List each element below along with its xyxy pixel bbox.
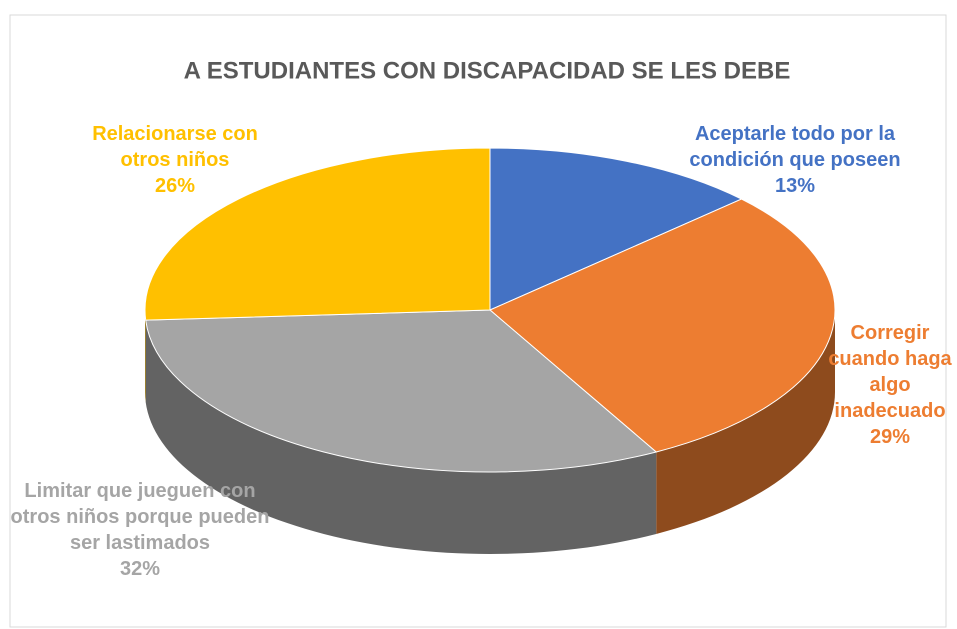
data-label: Corregir cuando haga algo inadecuado 29% bbox=[815, 320, 957, 450]
slice bbox=[145, 309, 658, 473]
slice bbox=[489, 147, 743, 311]
category-label: Limitar que jueguen con otros niños porq… bbox=[10, 480, 270, 554]
data-label: Aceptarle todo por la condición que pose… bbox=[665, 121, 925, 199]
slice-side bbox=[656, 310, 835, 534]
value-label: 13% bbox=[774, 175, 816, 197]
category-label: Relacionarse con otros niños bbox=[92, 123, 258, 171]
value-label: 26% bbox=[154, 175, 196, 197]
slice-side bbox=[145, 320, 657, 554]
chart-title: A ESTUDIANTES CON DISCAPACIDAD SE LES DE… bbox=[184, 57, 791, 84]
category-label: Aceptarle todo por la condición que pose… bbox=[689, 123, 901, 171]
value-label: 32% bbox=[119, 558, 161, 580]
slice bbox=[489, 198, 836, 453]
slice-side bbox=[145, 310, 146, 403]
data-label: Limitar que jueguen con otros niños porq… bbox=[10, 478, 270, 582]
slice bbox=[144, 147, 491, 321]
value-label: 29% bbox=[869, 426, 911, 448]
data-label: Relacionarse con otros niños 26% bbox=[75, 121, 275, 199]
category-label: Corregir cuando haga algo inadecuado bbox=[828, 322, 952, 422]
